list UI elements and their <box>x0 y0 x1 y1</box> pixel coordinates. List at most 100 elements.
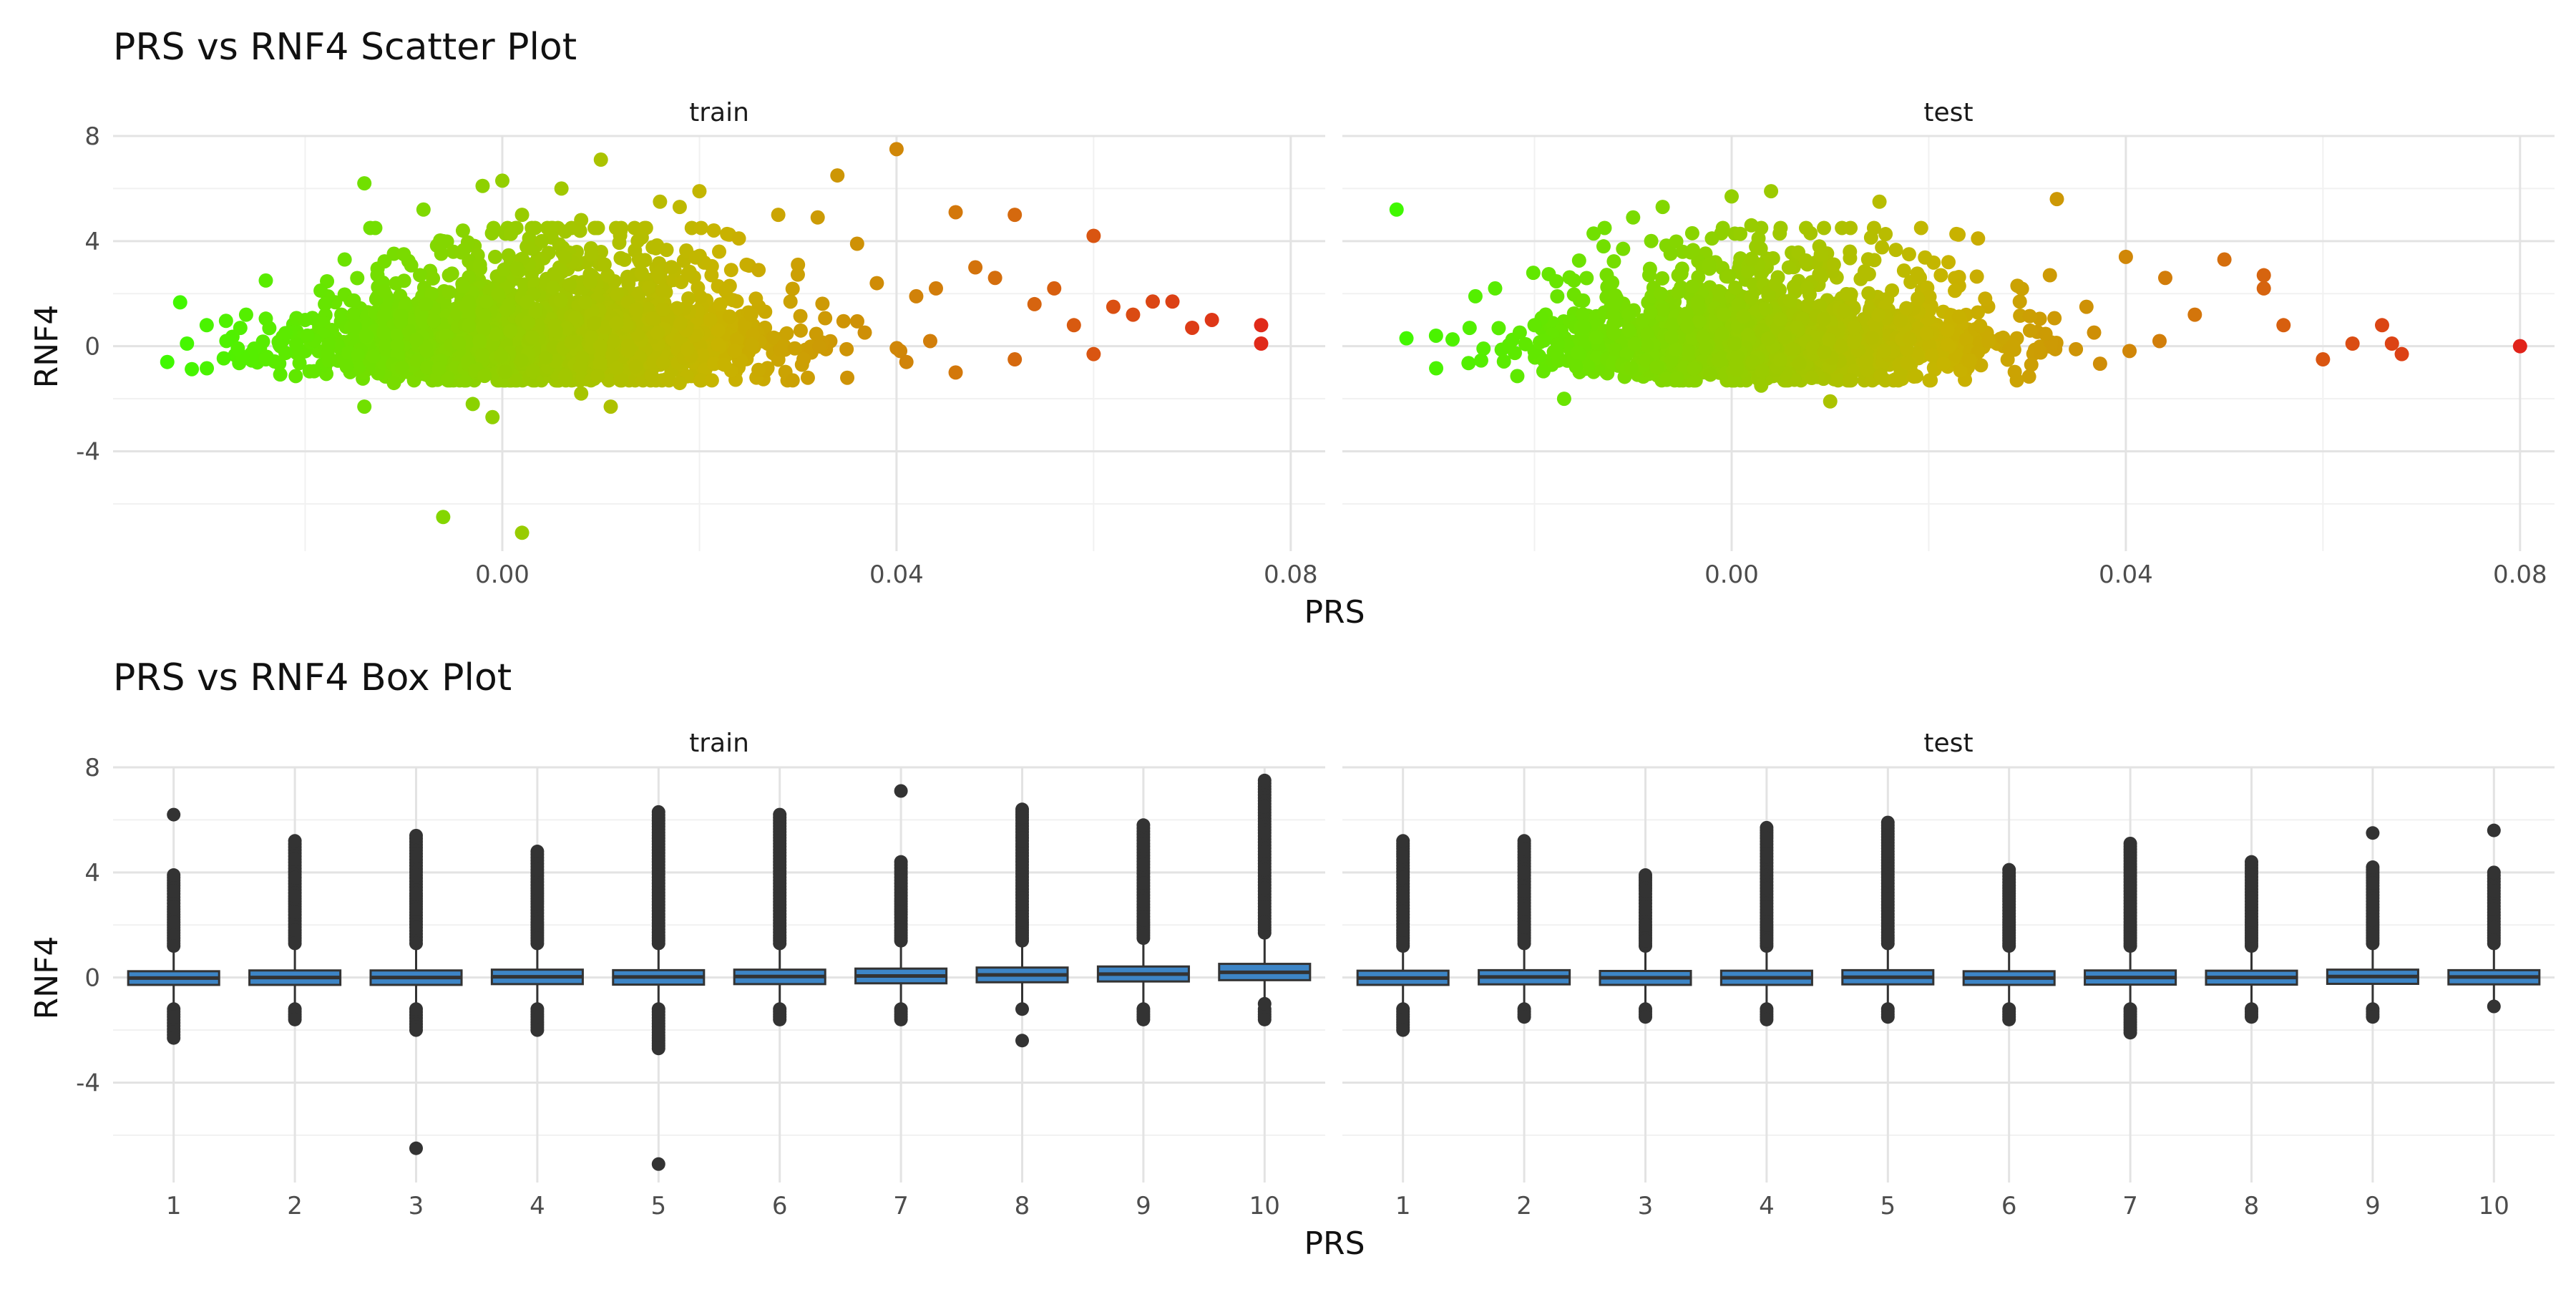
scatter-cloud-point <box>1624 361 1639 375</box>
scatter-cloud-point <box>395 361 409 375</box>
scatter-cloud-point <box>562 278 577 292</box>
scatter-cloud-point <box>1844 373 1858 387</box>
box-outlier <box>1136 913 1150 926</box>
scatter-cloud-point <box>1903 331 1917 346</box>
scatter-cloud-point <box>452 336 466 351</box>
scatter-point <box>1185 321 1199 335</box>
scatter-cloud-point <box>1925 348 1939 362</box>
scatter-cloud-point <box>1900 356 1914 370</box>
box-outlier <box>167 900 180 913</box>
scatter-cloud-point <box>1621 324 1636 338</box>
box-outlier <box>1015 928 1029 942</box>
scatter-cloud-point <box>1672 268 1686 283</box>
scatter-cloud-point <box>818 311 832 326</box>
scatter-cloud-point <box>457 243 471 257</box>
scatter-cloud-point <box>1642 268 1657 282</box>
scatter-point <box>1008 352 1022 366</box>
scatter-cloud-point <box>1843 220 1858 235</box>
scatter-cloud-point <box>2047 311 2062 326</box>
box-x-tick-label: 3 <box>409 1192 424 1220</box>
scatter-point <box>416 203 431 217</box>
box-outlier <box>409 868 423 882</box>
scatter-cloud-point <box>587 220 602 235</box>
scatter-cloud-point <box>1474 354 1488 368</box>
box-strip-label-train: train <box>689 729 749 758</box>
scatter-point <box>574 387 588 401</box>
scatter-cloud-point <box>724 263 738 277</box>
box-outlier <box>167 808 180 822</box>
box-x-tick-label: 1 <box>166 1192 182 1220</box>
scatter-cloud-point <box>593 355 608 369</box>
scatter-cloud-point <box>1978 291 1992 306</box>
scatter-cloud-point <box>587 316 601 331</box>
scatter-cloud-point <box>1790 320 1804 334</box>
scatter-cloud-point <box>1627 336 1641 351</box>
box-x-tick-label: 5 <box>650 1192 666 1220</box>
box-outlier <box>409 829 423 842</box>
scatter-cloud-point <box>1873 368 1888 382</box>
scatter-point <box>949 365 963 379</box>
box-outlier <box>1015 895 1029 908</box>
scatter-cloud-point <box>394 315 408 329</box>
scatter-cloud-point <box>1909 369 1923 384</box>
scatter-cloud-point <box>780 326 794 341</box>
scatter-cloud-point <box>1664 247 1678 261</box>
scatter-x-tick-label: 0.08 <box>1264 560 1318 589</box>
scatter-cloud-point <box>368 220 382 235</box>
scatter-cloud-point <box>786 281 800 296</box>
box-outlier <box>1015 855 1029 869</box>
box-title: PRS vs RNF4 Box Plot <box>113 656 512 699</box>
scatter-cloud-point <box>597 258 612 272</box>
scatter-cloud-point <box>642 280 656 294</box>
scatter-point <box>1106 300 1121 314</box>
box-outlier <box>1015 834 1029 847</box>
scatter-point <box>1488 281 1502 296</box>
scatter-cloud-point <box>575 351 590 365</box>
scatter-cloud-point <box>1606 254 1621 268</box>
scatter-cloud-point <box>521 316 535 330</box>
box-outlier <box>652 1029 665 1042</box>
scatter-cloud-point <box>590 369 605 383</box>
scatter-point <box>2316 352 2330 366</box>
scatter-point <box>850 237 864 251</box>
box-outlier <box>1136 818 1150 832</box>
scatter-cloud-point <box>504 227 518 241</box>
scatter-point <box>219 334 233 348</box>
scatter-cloud-point <box>1827 258 1841 272</box>
box-outlier <box>167 868 180 882</box>
scatter-cloud-point <box>680 342 695 356</box>
box-outlier <box>773 837 786 850</box>
scatter-cloud-point <box>348 320 362 334</box>
scatter-cloud-point <box>794 324 808 338</box>
scatter-cloud-point <box>497 263 511 277</box>
box-outlier <box>530 863 544 877</box>
scatter-x-tick-label: 0.08 <box>2493 560 2547 589</box>
scatter-cloud-point <box>1715 326 1729 341</box>
box-outlier <box>894 855 908 869</box>
scatter-y-tick-label: 8 <box>84 122 100 151</box>
scatter-point <box>396 247 411 261</box>
scatter-point <box>771 208 786 222</box>
scatter-point <box>801 371 815 385</box>
scatter-point <box>258 273 273 288</box>
box-outlier <box>530 1024 544 1037</box>
scatter-cloud-point <box>2013 294 2027 309</box>
scatter-cloud-point <box>498 365 512 379</box>
scatter-cloud-point <box>1727 336 1742 351</box>
scatter-cloud-point <box>1861 286 1875 301</box>
scatter-cloud-point <box>1782 261 1796 275</box>
scatter-cloud-point <box>1911 266 1925 281</box>
scatter-cloud-point <box>1949 227 1963 241</box>
scatter-point <box>338 253 352 267</box>
box-outlier <box>530 845 544 858</box>
scatter-cloud-point <box>1889 243 1903 257</box>
scatter-cloud-point <box>1736 309 1750 324</box>
scatter-cloud-point <box>1550 289 1564 303</box>
box-y-tick-label: 4 <box>84 859 100 888</box>
scatter-cloud-point <box>426 314 441 328</box>
scatter-cloud-point <box>1712 354 1726 368</box>
scatter-cloud-point <box>1429 361 1443 376</box>
scatter-cloud-point <box>630 234 645 248</box>
scatter-x-tick-label: 0.00 <box>475 560 530 589</box>
scatter-cloud-point <box>434 247 449 261</box>
